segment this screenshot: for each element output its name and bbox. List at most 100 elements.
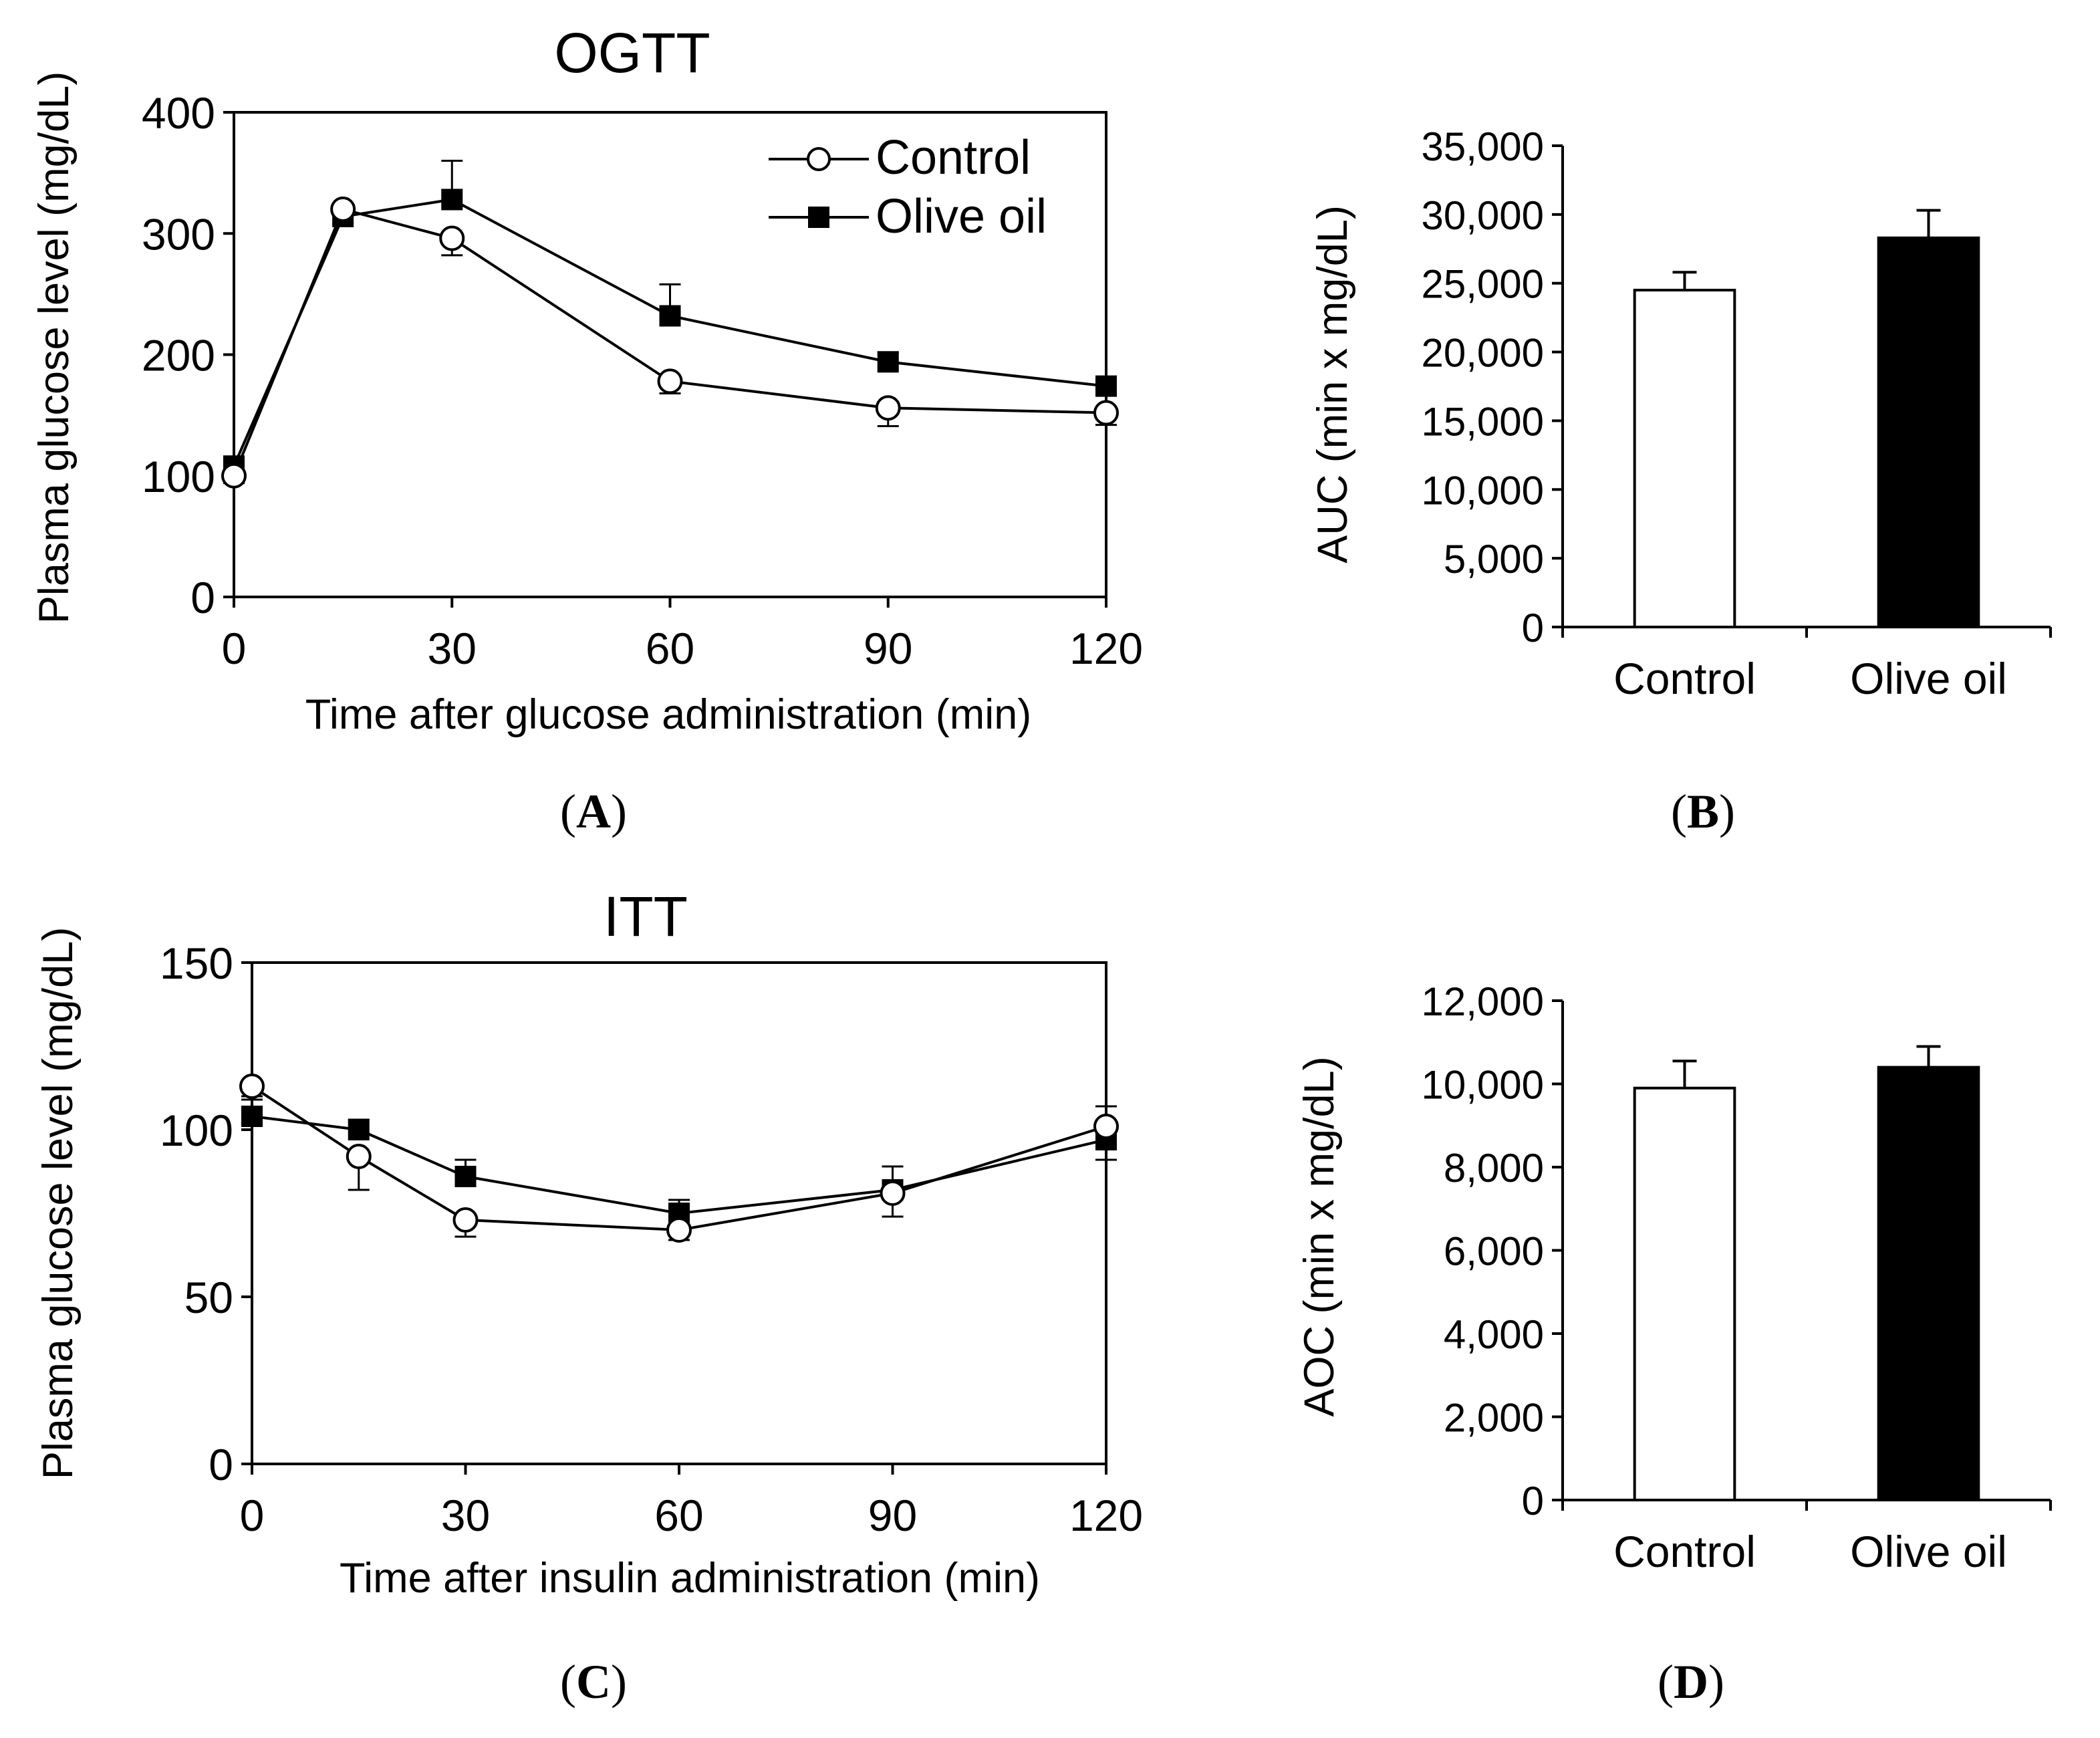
control-point (1093, 1114, 1119, 1139)
y-tick-label: 100 (160, 1106, 233, 1155)
x-axis-label-c: Time after insulin administration (min) (340, 1555, 1040, 1602)
y-tick-label: 10,000 (1421, 1063, 1544, 1108)
control-point (346, 1144, 372, 1169)
legend-olive-label: Olive oil (876, 190, 1047, 243)
legend-control-label: Control (876, 131, 1031, 184)
y-tick-label: 200 (142, 331, 215, 380)
y-tick-label: 6,000 (1444, 1229, 1544, 1274)
y-tick-label: 8,000 (1444, 1146, 1544, 1191)
y-tick-label: 4,000 (1444, 1312, 1544, 1357)
control-series-line (233, 207, 1107, 477)
y-axis-label-a: Plasma glucose level (mg/dL) (31, 72, 78, 624)
y-tick-label: 0 (190, 573, 215, 622)
y-tick-label: 35,000 (1421, 124, 1544, 169)
y-axis-label-text-a: Plasma glucose level (mg/dL) (31, 72, 78, 624)
olive-oil-series-line (251, 1115, 1107, 1215)
category-label: Control (1613, 654, 1756, 703)
control-point (239, 1074, 265, 1099)
olive-oil-point (877, 351, 899, 373)
panel-label-b: (B) (1671, 785, 1735, 838)
aoc-bar-chart: AOC (min x mg/dL) 0 2,000 4,000 6,000 8,000 1… (1296, 979, 2052, 1709)
plot-frame-c (241, 961, 1107, 1475)
olive-oil-point (348, 1119, 370, 1140)
x-tick-label: 30 (428, 624, 477, 673)
y-axis-label-c: Plasma glucose level (mg/dL) (35, 927, 82, 1479)
category-label: Olive oil (1850, 1527, 2007, 1576)
x-tick-label: 30 (441, 1491, 490, 1540)
control-point (330, 197, 356, 222)
control-point (657, 368, 683, 394)
plot-border (233, 111, 1107, 598)
y-tick-label: 5,000 (1444, 537, 1544, 582)
y-tick-label: 400 (142, 88, 215, 138)
legend-control-marker (807, 147, 831, 171)
y-axis-label-text-b: AUC (min x mg/dL) (1309, 205, 1356, 564)
olive-oil-series-line (233, 198, 1107, 467)
x-tick-label: 0 (222, 624, 247, 673)
x-tick-label: 0 (240, 1491, 265, 1540)
control-bar (1633, 289, 1736, 628)
chart-title-ogtt: OGTT (554, 21, 710, 84)
tick-labels-b: 0 5,000 10,000 15,000 20,000 25,000 30,000 35,0… (1421, 124, 2006, 703)
y-tick-label: 50 (184, 1273, 233, 1322)
control-point (875, 395, 901, 421)
y-tick-label: 100 (142, 452, 215, 501)
series-c (239, 1074, 1119, 1243)
legend-a: Control Olive oil (769, 131, 1047, 243)
auc-bar-chart: AUC (min x mg/dL) 0 5,000 10,000 15,000 20,0… (1309, 124, 2052, 838)
y-tick-label: 10,000 (1421, 468, 1544, 513)
control-bar (1633, 1086, 1736, 1501)
control-point (880, 1181, 906, 1206)
x-tick-label: 60 (654, 1491, 703, 1540)
x-tick-label: 120 (1069, 624, 1143, 673)
control-point (1093, 400, 1119, 426)
category-label: Olive oil (1850, 654, 2007, 703)
y-tick-label: 150 (160, 939, 233, 988)
x-axis-label-a: Time after glucose administration (min) (305, 691, 1032, 738)
chart-title-itt: ITT (604, 885, 688, 948)
legend-olive-marker (808, 207, 829, 228)
y-axis-label-text-c: Plasma glucose level (mg/dL) (35, 927, 82, 1479)
y-tick-label: 25,000 (1421, 262, 1544, 307)
tick-labels-a: 0 100 200 300 400 0 30 60 90 120 (142, 88, 1143, 673)
y-axis-label-d: AOC (min x mg/dL) (1296, 1056, 1343, 1416)
bars-d (1633, 1045, 1980, 1501)
tick-labels-c: 0 50 100 150 0 30 60 90 120 (160, 939, 1143, 1540)
control-point (221, 463, 247, 489)
olive-oil-point (1095, 375, 1117, 397)
y-tick-label: 30,000 (1421, 193, 1544, 238)
y-tick-label: 12,000 (1421, 979, 1544, 1024)
y-tick-label: 300 (142, 209, 215, 259)
y-axis-label-b: AUC (min x mg/dL) (1309, 205, 1356, 564)
y-tick-label: 0 (1522, 1479, 1544, 1523)
x-tick-label: 120 (1069, 1491, 1143, 1540)
olive-oil-point (241, 1106, 263, 1127)
x-tick-label: 90 (868, 1491, 917, 1540)
panel-label-c: (C) (560, 1655, 627, 1709)
y-tick-label: 15,000 (1421, 399, 1544, 444)
series-a (221, 160, 1119, 489)
ogtt-line-chart: OGTT Plasma glucose level (mg/dL) Time a… (31, 21, 1143, 838)
itt-line-chart: ITT Plasma glucose level (mg/dL) Time af… (35, 885, 1143, 1709)
control-point (452, 1207, 479, 1233)
category-label: Control (1613, 1527, 1756, 1576)
y-tick-label: 0 (209, 1440, 233, 1489)
control-point (439, 225, 465, 251)
panel-label-a: (A) (560, 785, 627, 838)
x-tick-label: 90 (864, 624, 912, 673)
panel-label-d: (D) (1658, 1655, 1724, 1709)
olive-oil-point (659, 305, 681, 327)
olive-oil-point (441, 189, 463, 211)
plot-frame-a (223, 111, 1107, 608)
olive-oil-bar (1877, 1066, 1980, 1501)
tick-labels-d: 0 2,000 4,000 6,000 8,000 10,000 12,000 Control… (1421, 979, 2006, 1576)
y-tick-label: 2,000 (1444, 1396, 1544, 1441)
olive-oil-point (454, 1166, 477, 1187)
bars-b (1633, 209, 1980, 629)
x-tick-label: 60 (646, 624, 694, 673)
y-axis-label-text-d: AOC (min x mg/dL) (1296, 1056, 1343, 1416)
y-tick-label: 20,000 (1421, 331, 1544, 376)
control-point (666, 1217, 692, 1243)
olive-oil-bar (1877, 236, 1980, 629)
